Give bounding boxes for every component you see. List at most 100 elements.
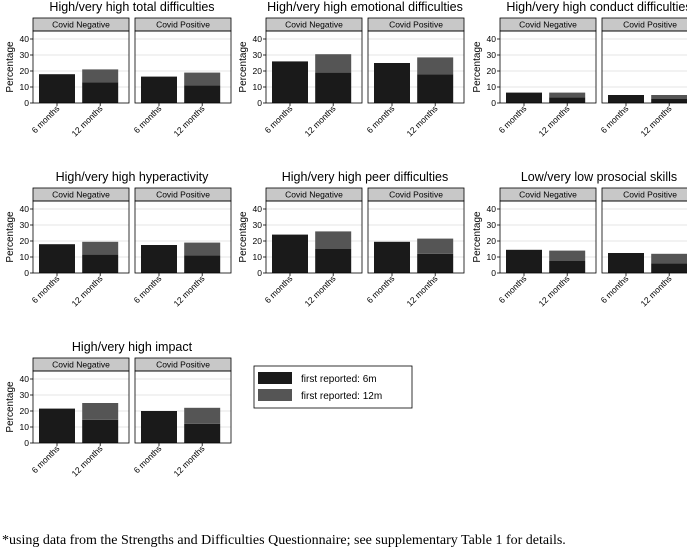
- plot-frame: [134, 30, 232, 104]
- plot-frame: [134, 200, 232, 274]
- chart-title: Low/very low prosocial skills: [521, 170, 677, 184]
- x-tick-label: 12 months: [536, 103, 571, 138]
- y-tick-label: 0: [24, 268, 29, 278]
- panel-label: Covid Positive: [156, 20, 210, 30]
- x-tick-label: 6 months: [365, 103, 397, 135]
- panel-label: Covid Positive: [389, 190, 443, 200]
- y-tick-label: 40: [20, 34, 30, 44]
- chart-5: Low/very low prosocial skills Percentage 0…: [472, 170, 687, 308]
- bar-segment: [39, 408, 75, 443]
- panel-1: Covid Positive 6 months 12 months: [599, 187, 687, 308]
- bar-segment: [315, 231, 352, 249]
- chart-title: High/very high conduct difficulties: [506, 0, 687, 14]
- bar-segment: [82, 403, 119, 420]
- x-tick-label: 6 months: [263, 273, 295, 305]
- y-tick-label: 20: [20, 406, 30, 416]
- chart-0: High/very high total difficulties Percent…: [5, 0, 232, 138]
- y-tick-label: 0: [257, 268, 262, 278]
- x-tick-label: 6 months: [30, 443, 62, 475]
- bar-segment: [374, 63, 410, 103]
- legend: first reported: 6m first reported: 12m: [253, 365, 413, 409]
- x-tick-label: 6 months: [497, 273, 529, 305]
- chart-4: High/very high peer difficulties Percenta…: [238, 170, 465, 308]
- bar-segment: [549, 92, 586, 98]
- x-tick-label: 12 months: [69, 443, 104, 478]
- plot-frame: [499, 30, 597, 104]
- bar-segment: [82, 241, 119, 255]
- y-tick-label: 0: [24, 438, 29, 448]
- bar-segment: [506, 92, 542, 103]
- plot-frame: [32, 200, 130, 274]
- chart-title: High/very high hyperactivity: [56, 170, 210, 184]
- panel-1: Covid Positive 6 months 12 months: [132, 187, 232, 308]
- panel-1: Covid Positive 6 months 12 months: [599, 17, 687, 138]
- y-axis-label: Percentage: [238, 41, 249, 93]
- panel-0: Covid Negative 6 months 12 months: [30, 187, 130, 308]
- y-tick-label: 30: [487, 220, 497, 230]
- bar-segment: [315, 54, 352, 73]
- plot-frame: [367, 30, 465, 104]
- bar-segment: [315, 72, 352, 103]
- bar-segment: [651, 263, 687, 273]
- x-tick-label: 12 months: [302, 103, 337, 138]
- panel-1: Covid Positive 6 months 12 months: [365, 187, 465, 308]
- y-tick-label: 40: [20, 374, 30, 384]
- bar-segment: [417, 74, 454, 103]
- panel-0: Covid Negative 6 months 12 months: [263, 17, 363, 138]
- bar-segment: [549, 261, 586, 273]
- bar-segment: [651, 95, 687, 99]
- panel-1: Covid Positive 6 months 12 months: [132, 357, 232, 478]
- y-tick-label: 20: [487, 236, 497, 246]
- panel-label: Covid Negative: [52, 190, 110, 200]
- x-tick-label: 12 months: [302, 273, 337, 308]
- bar-segment: [184, 72, 221, 86]
- panel-label: Covid Negative: [285, 20, 343, 30]
- bar-segment: [272, 61, 308, 103]
- bar-segment: [184, 255, 221, 273]
- chart-3: High/very high hyperactivity Percentage 0 1…: [5, 170, 232, 308]
- y-tick-label: 20: [487, 66, 497, 76]
- plot-frame: [134, 370, 232, 444]
- y-tick-label: 40: [487, 204, 497, 214]
- y-tick-label: 20: [20, 236, 30, 246]
- y-axis-label: Percentage: [472, 41, 483, 93]
- y-tick-label: 30: [20, 220, 30, 230]
- bar-segment: [315, 249, 352, 273]
- y-tick-label: 0: [24, 98, 29, 108]
- chart-6: High/very high impact Percentage 0 10 20 30 40…: [5, 340, 232, 478]
- x-tick-label: 6 months: [30, 103, 62, 135]
- y-tick-label: 10: [487, 82, 497, 92]
- bar-segment: [272, 234, 308, 273]
- bar-segment: [374, 241, 410, 273]
- chart-title: High/very high peer difficulties: [282, 170, 449, 184]
- y-tick-label: 0: [491, 98, 496, 108]
- chart-title: High/very high total difficulties: [49, 0, 214, 14]
- bar-segment: [184, 242, 221, 256]
- panel-label: Covid Positive: [389, 20, 443, 30]
- y-tick-label: 30: [487, 50, 497, 60]
- x-tick-label: 12 months: [638, 103, 673, 138]
- bar-segment: [141, 245, 177, 273]
- chart-title: High/very high impact: [72, 340, 193, 354]
- panel-1: Covid Positive 6 months 12 months: [132, 17, 232, 138]
- bar-segment: [651, 253, 687, 264]
- y-axis-label: Percentage: [472, 211, 483, 263]
- legend-label: first reported: 12m: [301, 391, 382, 402]
- x-tick-label: 12 months: [171, 103, 206, 138]
- bar-segment: [608, 253, 644, 273]
- panel-0: Covid Negative 6 months 12 months: [30, 17, 130, 138]
- bar-segment: [39, 244, 75, 273]
- bar-segment: [82, 254, 119, 273]
- plot-frame: [32, 370, 130, 444]
- x-tick-label: 12 months: [171, 273, 206, 308]
- panel-0: Covid Negative 6 months 12 months: [30, 357, 130, 478]
- bar-segment: [141, 411, 177, 443]
- plot-frame: [499, 200, 597, 274]
- y-axis-label: Percentage: [238, 211, 249, 263]
- y-tick-label: 30: [20, 390, 30, 400]
- bar-segment: [82, 82, 119, 103]
- bar-segment: [506, 249, 542, 273]
- y-tick-label: 30: [253, 50, 263, 60]
- bar-segment: [608, 95, 644, 103]
- plot-frame: [265, 30, 363, 104]
